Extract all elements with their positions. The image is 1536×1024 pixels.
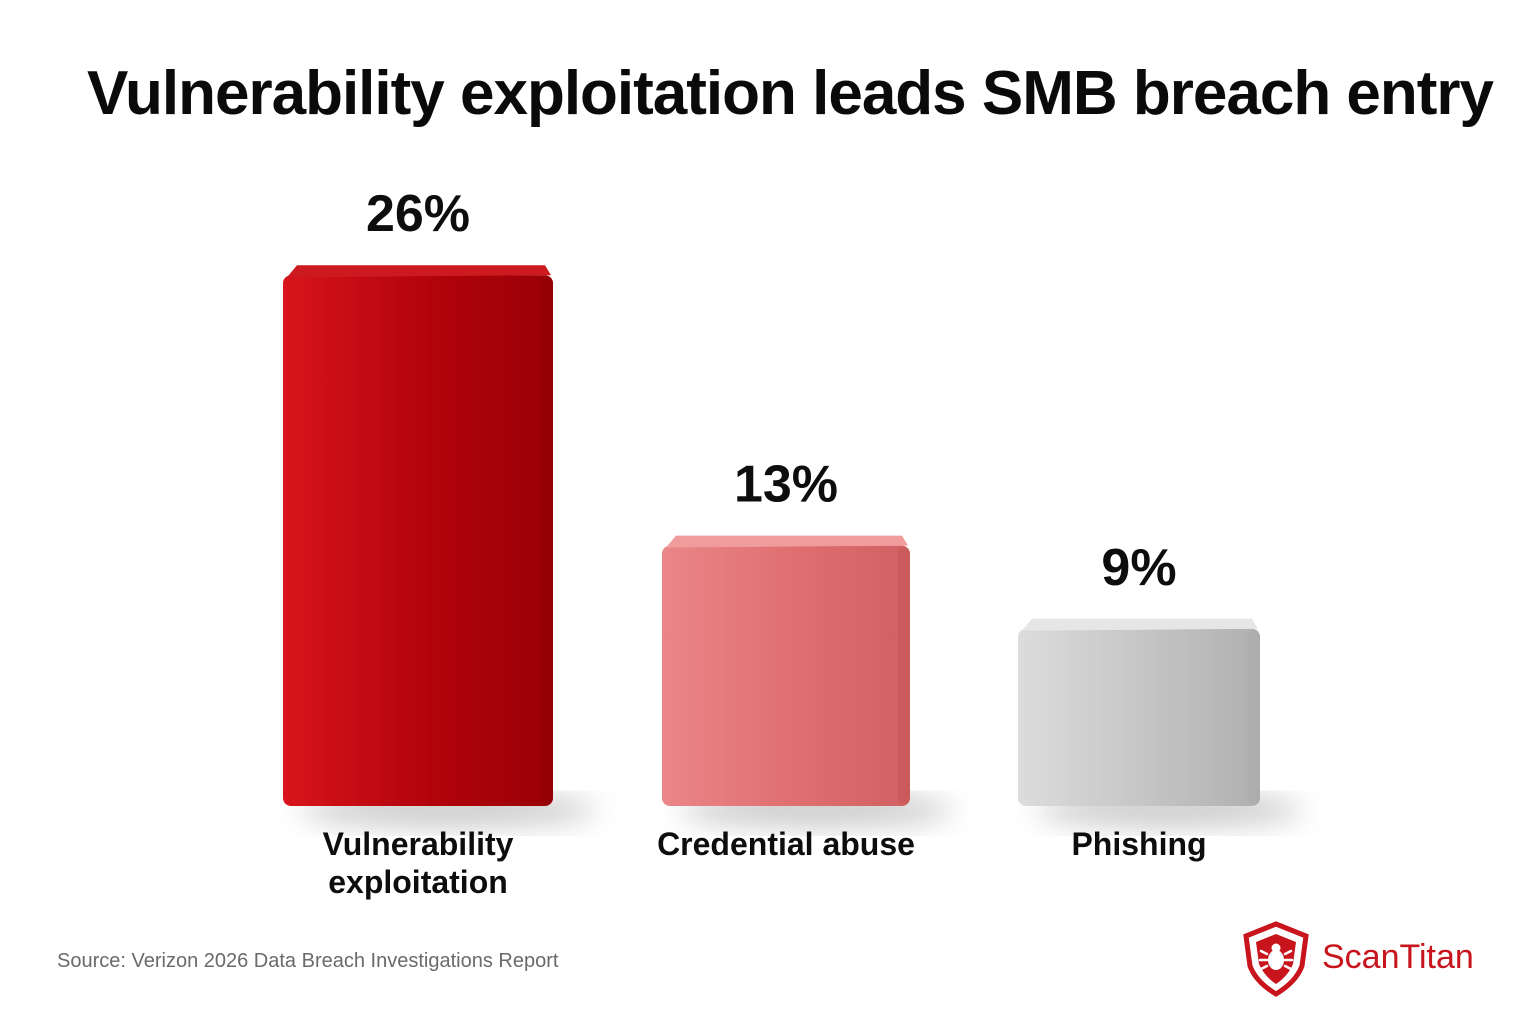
bar-side-2 (1248, 630, 1260, 804)
chart-title: Vulnerability exploitation leads SMB bre… (86, 59, 1494, 128)
bar-top-2 (1022, 618, 1258, 631)
bar-0 (283, 275, 553, 806)
value-label: 9% (1101, 539, 1176, 597)
category-label: Phishing (1071, 826, 1206, 862)
category-label: exploitation (328, 864, 508, 900)
shield-bug-icon (1243, 921, 1309, 997)
brand-logo: ScanTitan (1236, 918, 1526, 998)
category-label: Vulnerability (323, 826, 514, 862)
category-label: Credential abuse (657, 826, 915, 862)
bar-top-1 (666, 535, 908, 548)
brand-name: ScanTitan (1322, 938, 1474, 976)
value-label: 13% (734, 456, 838, 514)
bar-top-0 (287, 265, 551, 278)
bar-side-0 (541, 277, 553, 804)
source-note: Source: Verizon 2026 Data Breach Investi… (57, 950, 559, 972)
bar-2 (1018, 628, 1260, 806)
bar-1 (662, 545, 910, 806)
value-label: 26% (366, 185, 470, 243)
bar-side-1 (898, 547, 910, 804)
